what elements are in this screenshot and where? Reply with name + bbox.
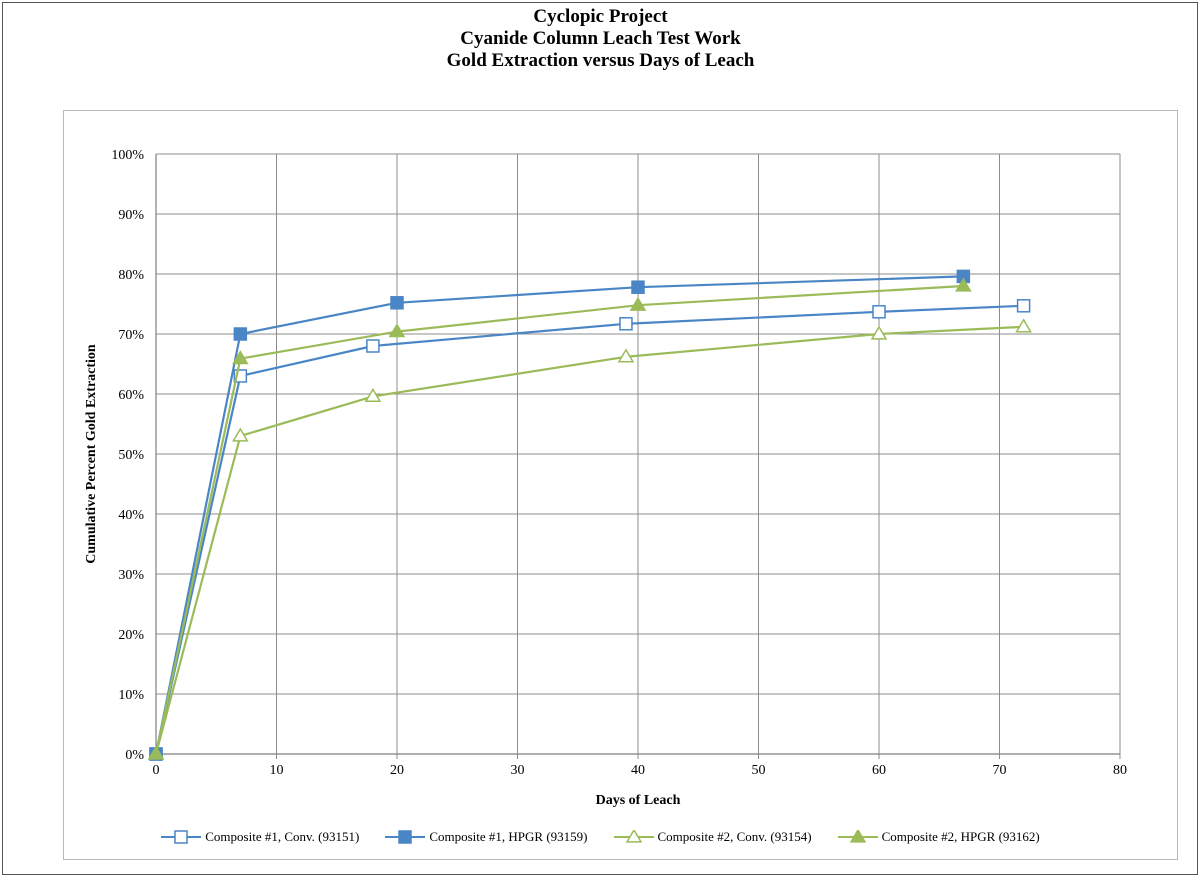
legend-swatch-marker xyxy=(398,830,413,844)
y-tick-label: 20% xyxy=(118,628,144,643)
y-tick-label: 70% xyxy=(118,328,144,343)
data-point xyxy=(233,327,248,341)
legend-swatch-marker xyxy=(625,830,642,843)
legend-item-4: Composite #2, HPGR (93162) xyxy=(837,829,1040,845)
legend-label: Composite #1, Conv. (93151) xyxy=(205,829,360,844)
data-point xyxy=(147,745,165,760)
data-point xyxy=(872,305,886,319)
legend-label: Composite #2, HPGR (93162) xyxy=(881,829,1040,844)
x-tick-label: 20 xyxy=(390,763,404,778)
chart-title-line-1: Cyclopic Project xyxy=(533,6,668,27)
x-tick-label: 70 xyxy=(993,763,1007,778)
legend-item-3: Composite #2, Conv. (93154) xyxy=(613,829,812,845)
data-point xyxy=(364,387,382,403)
legend-swatch xyxy=(161,830,202,844)
x-tick-label: 10 xyxy=(270,763,284,778)
y-tick-label: 50% xyxy=(118,448,144,463)
legend-item-2: Composite #1, HPGR (93159) xyxy=(385,829,588,845)
y-axis-title: Cumulative Percent Gold Extraction xyxy=(84,344,99,564)
data-point xyxy=(619,317,633,331)
x-tick-label: 60 xyxy=(872,763,886,778)
y-tick-label: 60% xyxy=(118,388,144,403)
data-point xyxy=(390,296,404,310)
legend-swatch xyxy=(385,830,426,844)
x-tick-label: 30 xyxy=(511,763,525,778)
x-tick-label: 40 xyxy=(631,763,645,778)
x-tick-label: 0 xyxy=(153,763,160,778)
data-point xyxy=(631,280,645,294)
x-axis-title: Days of Leach xyxy=(596,793,681,808)
series-line-1 xyxy=(154,304,1024,755)
data-point xyxy=(1015,318,1032,333)
legend-swatch-marker xyxy=(174,830,188,844)
legend-swatch-marker xyxy=(849,830,866,843)
legend-swatch xyxy=(613,830,654,843)
chart-title-line-3: Gold Extraction versus Days of Leach xyxy=(446,50,755,71)
y-tick-label: 10% xyxy=(118,688,144,703)
x-tick-label: 80 xyxy=(1113,763,1127,778)
x-tick-label: 50 xyxy=(752,763,766,778)
data-point xyxy=(1016,299,1031,313)
legend-swatch xyxy=(837,830,878,843)
data-point xyxy=(232,350,249,365)
legend-label: Composite #1, HPGR (93159) xyxy=(429,829,588,844)
y-tick-label: 0% xyxy=(125,748,144,763)
data-point xyxy=(955,277,972,292)
legend-label: Composite #2, Conv. (93154) xyxy=(657,829,812,844)
series-line-3 xyxy=(154,325,1024,755)
series-line-4 xyxy=(154,284,964,755)
chart-title: Cyclopic Project Cyanide Column Leach Te… xyxy=(0,6,1201,72)
data-point xyxy=(388,323,406,338)
y-tick-label: 100% xyxy=(111,148,144,163)
data-point xyxy=(232,427,249,442)
data-point xyxy=(366,339,380,353)
y-tick-label: 40% xyxy=(118,508,144,523)
series-line-2 xyxy=(154,275,964,755)
data-point xyxy=(870,325,888,340)
plot-area-border xyxy=(63,110,1178,860)
legend-item-1: Composite #1, Conv. (93151) xyxy=(161,829,359,845)
chart-legend: Composite #1, Conv. (93151) Composite #1,… xyxy=(0,829,1201,845)
y-tick-label: 80% xyxy=(118,268,144,283)
chart-title-line-2: Cyanide Column Leach Test Work xyxy=(460,28,741,49)
data-point xyxy=(617,348,635,363)
y-tick-label: 90% xyxy=(118,208,144,223)
y-tick-label: 30% xyxy=(118,568,144,583)
data-point xyxy=(629,296,647,311)
